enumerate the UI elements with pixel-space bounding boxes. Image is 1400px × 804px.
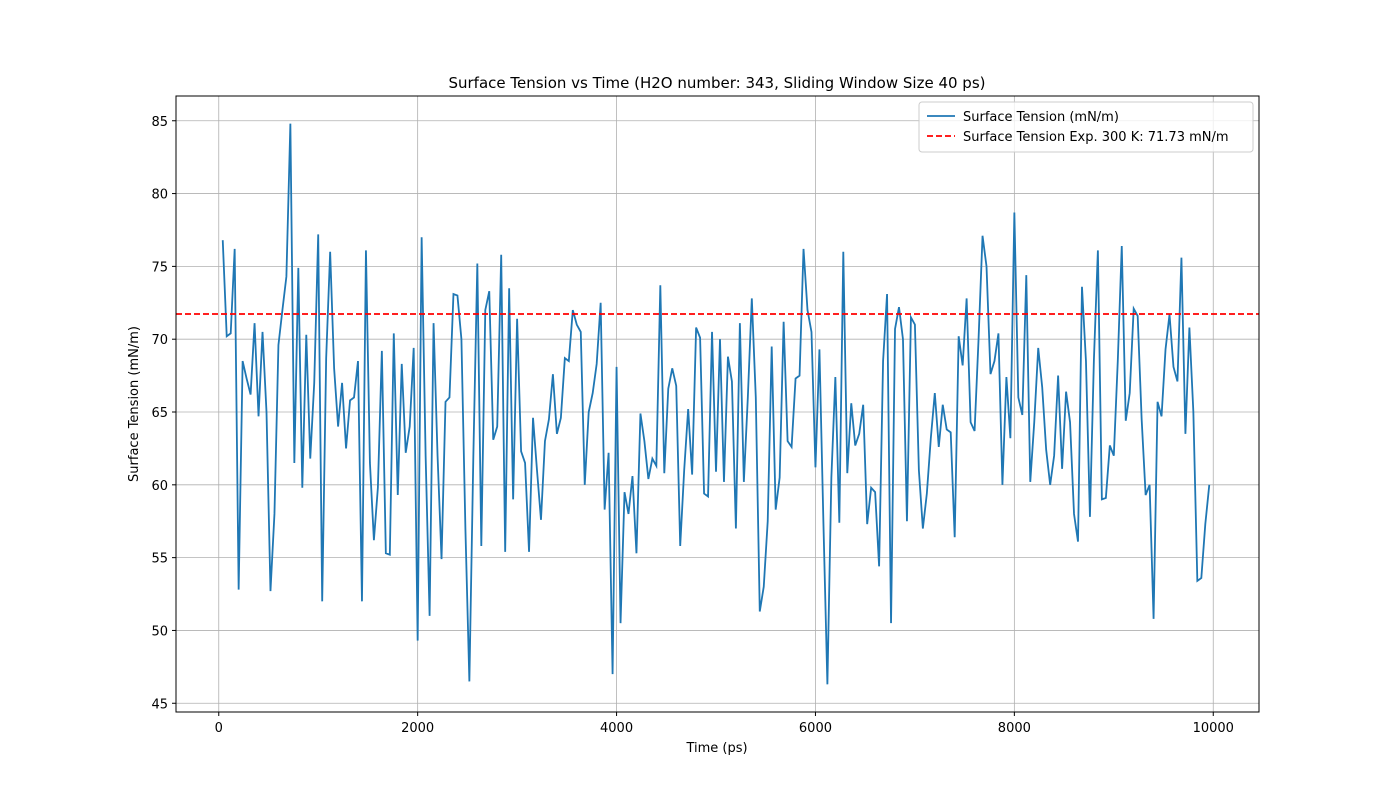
y-tick-label: 85: [151, 115, 168, 130]
y-axis-label: Surface Tension (mN/m): [127, 326, 142, 482]
y-tick-label: 70: [151, 333, 168, 348]
data-line: [221, 123, 1211, 685]
y-tick-label: 65: [151, 406, 168, 421]
plot-frame: [175, 95, 1260, 713]
x-tick-label: 4000: [600, 721, 633, 736]
y-tick-label: 60: [151, 479, 168, 494]
y-tick-label: 55: [151, 552, 168, 567]
y-tick-label: 50: [151, 624, 168, 639]
y-tick-label: 75: [151, 260, 168, 275]
x-tick-label: 10000: [1193, 721, 1234, 736]
chart-title: Surface Tension vs Time (H2O number: 343…: [448, 74, 985, 92]
y-tick-label: 45: [151, 697, 168, 712]
y-tick-label: 80: [151, 188, 168, 203]
legend-box: [918, 101, 1254, 153]
x-tick-label: 6000: [799, 721, 832, 736]
x-axis-label: Time (ps): [685, 741, 747, 756]
legend-label: Surface Tension Exp. 300 K: 71.73 mN/m: [963, 130, 1229, 145]
x-tick-label: 0: [215, 721, 223, 736]
legend-label: Surface Tension (mN/m): [963, 110, 1119, 125]
x-tick-label: 2000: [401, 721, 434, 736]
x-tick-label: 8000: [998, 721, 1031, 736]
